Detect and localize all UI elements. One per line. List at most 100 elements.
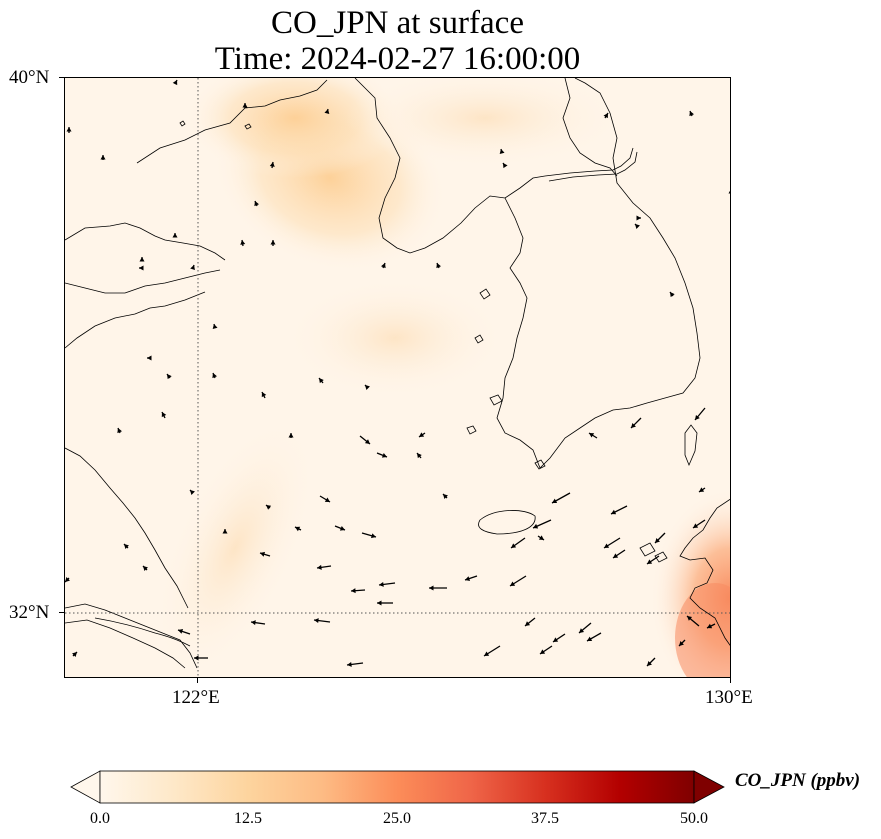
wind-arrow-head bbox=[540, 649, 546, 654]
wind-arrow-head bbox=[212, 373, 217, 379]
wind-arrow-head bbox=[699, 487, 705, 492]
wind-arrow-head bbox=[100, 155, 106, 160]
lat-label-40n: 40°N bbox=[9, 67, 50, 88]
wind-arrow-head bbox=[687, 616, 693, 621]
wind-arrow-head bbox=[419, 432, 425, 437]
wind-arrow-head bbox=[465, 576, 471, 581]
wind-arrow-head bbox=[604, 543, 610, 548]
wind-arrow-head bbox=[240, 240, 246, 245]
wind-arrow-head bbox=[266, 505, 272, 510]
colorbar-tick-1: 12.5 bbox=[234, 810, 262, 827]
wind-arrow-head bbox=[212, 324, 218, 329]
wind-arrow-head bbox=[317, 564, 322, 570]
colorbar-tick-3: 37.5 bbox=[531, 810, 559, 827]
wind-arrow-head bbox=[190, 490, 195, 495]
wind-arrow-head bbox=[552, 498, 558, 503]
wind-arrow-head bbox=[167, 374, 172, 380]
wind-arrow-head bbox=[161, 412, 167, 418]
colorbar-tick-2: 25.0 bbox=[383, 810, 411, 827]
wind-arrow-head bbox=[66, 127, 72, 132]
wind-arrow-head bbox=[647, 661, 652, 666]
colorbar bbox=[70, 770, 725, 804]
wind-arrow-head bbox=[443, 494, 448, 499]
lon-tick-130 bbox=[730, 678, 731, 683]
wind-arrow-head bbox=[436, 263, 441, 269]
wind-arrow-head bbox=[587, 636, 593, 641]
wind-arrow-head bbox=[269, 162, 275, 167]
gridlines bbox=[65, 78, 730, 677]
wind-arrow-head bbox=[603, 113, 608, 119]
wind-arrow-head bbox=[533, 523, 539, 529]
lat-label-32n: 32°N bbox=[9, 602, 50, 623]
wind-arrow-head bbox=[324, 497, 330, 502]
wind-arrow-head bbox=[222, 529, 228, 534]
wind-arrow-head bbox=[370, 533, 376, 539]
wind-arrow-head bbox=[613, 553, 619, 558]
wind-arrow-head bbox=[707, 623, 713, 629]
colorbar-tick-4: 50.0 bbox=[680, 810, 708, 827]
wind-arrow-head bbox=[143, 566, 148, 571]
wind-arrow-head bbox=[377, 600, 382, 606]
wind-arrow-head bbox=[429, 585, 434, 591]
wind-arrow-head bbox=[172, 80, 178, 86]
wind-arrow-head bbox=[254, 201, 259, 207]
wind-arrow-head bbox=[381, 263, 386, 269]
wind-arrow-head bbox=[511, 543, 517, 548]
wind-arrow-head bbox=[172, 233, 178, 238]
wind-arrow-head bbox=[365, 385, 370, 390]
wind-arrow-head bbox=[655, 538, 660, 543]
wind-arrow-head bbox=[72, 652, 77, 657]
lon-label-130e: 130°E bbox=[705, 687, 753, 708]
wind-arrow-head bbox=[139, 257, 145, 262]
concentration-field bbox=[154, 78, 730, 677]
wind-arrow-head bbox=[538, 535, 544, 540]
wind-arrow-head bbox=[295, 526, 301, 532]
wind-arrow-head bbox=[147, 355, 152, 361]
wind-arrow-head bbox=[288, 433, 294, 438]
wind-arrow-head bbox=[499, 149, 505, 154]
wind-arrow-head bbox=[242, 103, 248, 108]
wind-arrow-head bbox=[260, 551, 266, 557]
map-canvas bbox=[65, 78, 730, 677]
colorbar-body bbox=[99, 770, 695, 804]
wind-arrow-head bbox=[510, 581, 516, 586]
colorbar-tick-0: 0.0 bbox=[90, 810, 110, 827]
wind-arrow-head bbox=[670, 292, 675, 298]
wind-arrow-head bbox=[525, 621, 531, 626]
wind-arrow-head bbox=[194, 655, 199, 661]
wind-arrow-head bbox=[251, 620, 256, 626]
wind-arrow-head bbox=[695, 414, 700, 420]
colorbar-extend-max bbox=[693, 770, 725, 804]
wind-arrow-head bbox=[589, 433, 595, 438]
wind-arrow-head bbox=[270, 240, 276, 245]
wind-arrow-head bbox=[364, 439, 370, 444]
wind-arrow-head bbox=[124, 544, 129, 549]
wind-arrow-head bbox=[631, 423, 636, 428]
wind-arrow-head bbox=[484, 651, 490, 656]
wind-arrow-head bbox=[65, 577, 70, 582]
wind-arrow-head bbox=[347, 661, 352, 667]
wind-arrow-head bbox=[319, 378, 324, 384]
wind-arrow-head bbox=[689, 111, 694, 117]
wind-arrow-head bbox=[261, 392, 267, 398]
wind-arrow-head bbox=[611, 509, 617, 515]
wind-arrow-head bbox=[178, 629, 184, 634]
colorbar-extend-min bbox=[70, 770, 101, 804]
wind-arrow-head bbox=[635, 224, 640, 229]
wind-arrow-head bbox=[636, 215, 641, 221]
wind-arrow-head bbox=[693, 523, 699, 528]
wind-arrow-head bbox=[579, 628, 585, 633]
lat-tick-40 bbox=[59, 77, 64, 78]
colorbar-label: CO_JPN (ppbv) bbox=[735, 770, 861, 791]
lat-tick-32 bbox=[59, 612, 64, 613]
wind-arrow-head bbox=[190, 265, 195, 271]
wind-arrow-head bbox=[381, 453, 387, 458]
lon-tick-122 bbox=[197, 678, 198, 683]
lon-label-122e: 122°E bbox=[172, 687, 220, 708]
wind-arrow-head bbox=[379, 581, 384, 587]
wind-arrow-head bbox=[728, 190, 730, 194]
wind-arrow-head bbox=[417, 453, 422, 459]
wind-arrow-head bbox=[351, 588, 356, 594]
wind-arrow-head bbox=[139, 265, 144, 271]
wind-arrow-head bbox=[314, 618, 319, 624]
